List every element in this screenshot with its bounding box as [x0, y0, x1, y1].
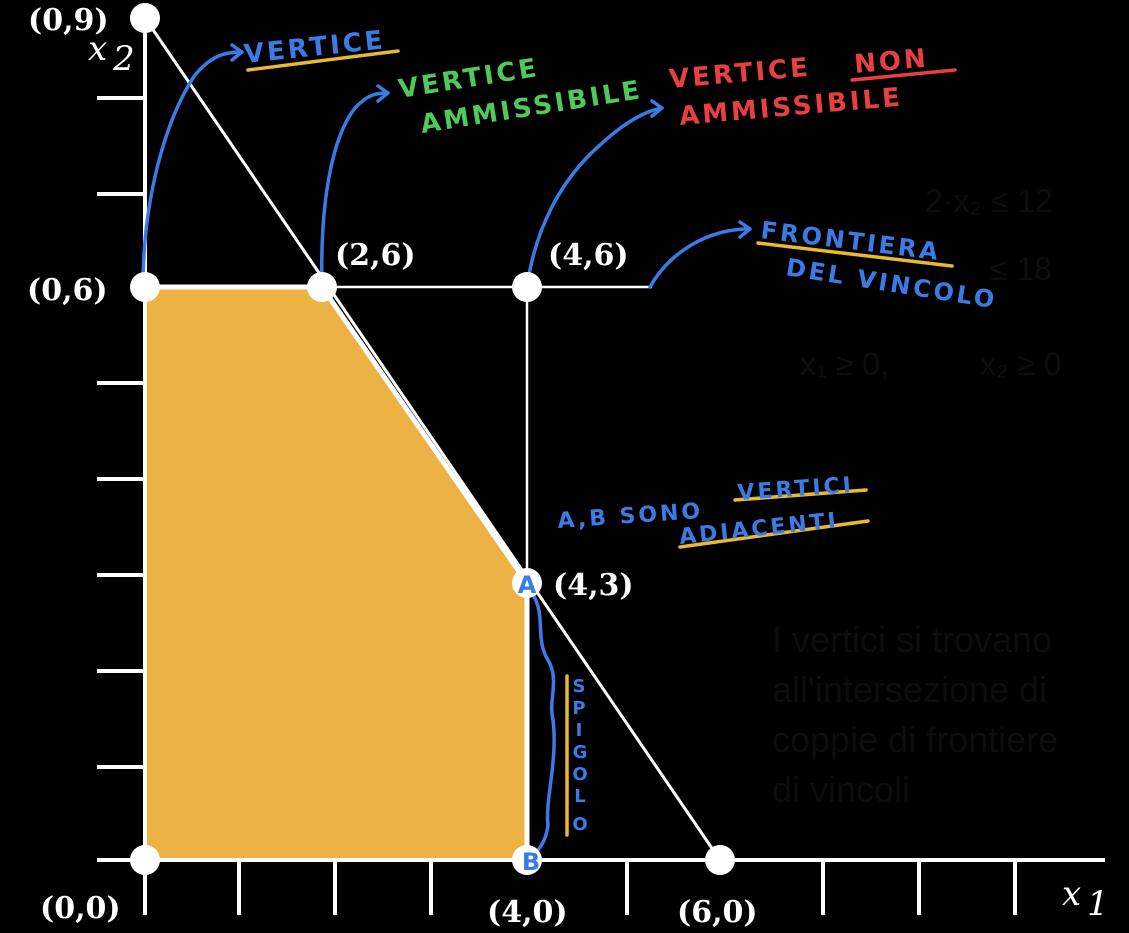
label-point-4-0: (4,0): [487, 895, 568, 930]
label-point-0-6: (0,6): [27, 273, 108, 308]
annotation-arrows: [141, 43, 752, 859]
arrow-vertice: [141, 50, 244, 289]
faded-note-1: I vertici si trovano: [772, 619, 1052, 660]
faded-constraint-1: 2·x₂ ≤ 12: [925, 183, 1053, 219]
label-point-0-0: (0,0): [40, 891, 121, 926]
svg-text:O: O: [572, 814, 587, 835]
annotation-vertice-ammissibile: VERTICE AMMISSIBILE: [396, 53, 644, 140]
faded-nonneg-1: x₁ ≥ 0,: [800, 346, 889, 382]
feasible-region: [145, 287, 527, 860]
faded-background-text: 2·x₂ ≤ 12 ≤ 18 x₁ ≥ 0, x₂ ≥ 0 I vertici …: [772, 183, 1062, 810]
label-point-0-9: (0,9): [28, 3, 109, 38]
feasible-boundary: [145, 284, 530, 860]
point-4-3: [512, 568, 542, 598]
vertex-marker-b: B: [522, 848, 540, 876]
y-axis-ticks: [97, 96, 145, 769]
y-axis-label: x 2: [88, 29, 135, 79]
svg-text:P: P: [572, 698, 585, 719]
label-point-4-6: (4,6): [548, 238, 629, 273]
svg-text:L: L: [574, 786, 585, 807]
constraint-line-diagonal: [143, 17, 722, 861]
underline-non: [850, 68, 957, 82]
x-axis-label: x 1: [1062, 874, 1109, 924]
point-4-6: [512, 272, 542, 302]
svg-text:VERTICI: VERTICI: [737, 473, 855, 506]
label-point-6-0: (6,0): [677, 895, 758, 930]
highlight-underlines: [246, 49, 954, 837]
point-2-6: [307, 272, 337, 302]
vertex-points: [130, 3, 735, 875]
annotation-vertici-adiacenti: A,B SONO VERTICI ADIACENTI: [557, 473, 855, 550]
faded-note-4: di vincoli: [772, 769, 910, 810]
svg-text:VERTICE: VERTICE: [668, 53, 812, 95]
point-0-6: [130, 272, 160, 302]
point-6-0: [705, 845, 735, 875]
annotation-frontiera-del-vincolo: FRONTIERA DEL VINCOLO: [759, 216, 999, 314]
arrow-vertice-ammissibile: [320, 91, 390, 289]
arrow-vertice-non-ammissibile: [525, 106, 664, 289]
faded-nonneg-2: x₂ ≥ 0: [980, 346, 1062, 382]
faded-note-2: all'intersezione di: [772, 669, 1047, 710]
point-0-0: [130, 845, 160, 875]
label-point-4-3: (4,3): [553, 568, 634, 603]
annotation-vertice-non-ammissibile: VERTICE NON AMMISSIBILE: [668, 44, 930, 132]
faded-constraint-2: ≤ 18: [990, 251, 1052, 287]
vertex-marker-a: A: [518, 571, 537, 599]
spigolo-bracket: [528, 593, 556, 859]
svg-text:2: 2: [112, 39, 135, 79]
arrow-frontiera: [648, 227, 752, 289]
point-0-9: [130, 3, 160, 33]
annotation-spigolo: S P I G O L O: [572, 676, 587, 835]
point-4-0: [512, 845, 542, 875]
svg-text:O: O: [572, 764, 587, 785]
x-axis-ticks: [237, 860, 1017, 915]
svg-text:x: x: [1062, 874, 1081, 914]
svg-text:DEL VINCOLO: DEL VINCOLO: [784, 253, 999, 314]
constraint-lines: [143, 17, 722, 861]
label-point-2-6: (2,6): [335, 238, 416, 273]
faded-note-3: coppie di frontiere: [772, 719, 1058, 760]
svg-text:1: 1: [1087, 884, 1109, 924]
svg-text:G: G: [573, 742, 588, 763]
svg-text:I: I: [576, 720, 583, 741]
svg-text:S: S: [573, 676, 586, 697]
svg-text:x: x: [88, 29, 107, 69]
